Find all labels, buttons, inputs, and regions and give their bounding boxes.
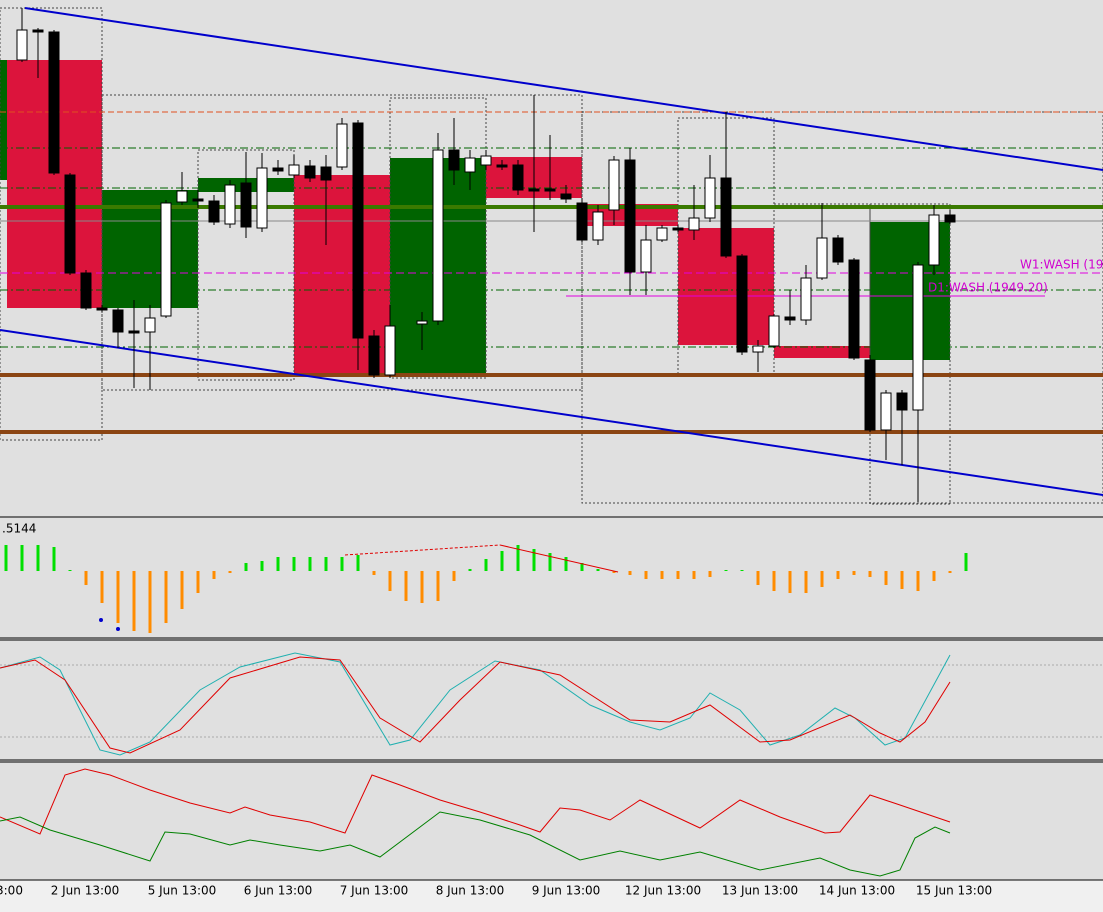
candle-body: [160, 202, 172, 317]
time-label: 5 Jun 13:00: [148, 884, 217, 898]
indicator-line: [0, 768, 951, 835]
candle-body: [704, 177, 716, 219]
candle-body: [944, 214, 956, 223]
candle-body: [832, 237, 844, 263]
time-label: 13 Jun 13:00: [722, 884, 798, 898]
time-label: 8 Jun 13:00: [436, 884, 505, 898]
time-label: 2 Jun 13:00: [51, 884, 120, 898]
frame: [389, 97, 487, 379]
candle-body: [96, 307, 108, 311]
candle-body: [384, 325, 396, 376]
time-label: 9 Jun 13:00: [532, 884, 601, 898]
candle-body: [336, 123, 348, 168]
frame: [101, 94, 583, 391]
time-axis: [0, 880, 1103, 912]
candle-body: [64, 174, 76, 274]
candle-body: [112, 309, 124, 333]
candle-body: [544, 188, 556, 192]
candle-body: [560, 193, 572, 200]
indicator-value: .5144: [2, 522, 36, 536]
zone: [774, 346, 870, 358]
candle-body: [848, 259, 860, 359]
candle-body: [880, 392, 892, 431]
candle-body: [48, 31, 60, 174]
candle-body: [448, 149, 460, 171]
candle-body: [896, 392, 908, 411]
time-label: 3:00: [0, 884, 23, 898]
frame: [197, 149, 295, 381]
level-label: W1:WASH (19: [1020, 258, 1103, 272]
time-label: 12 Jun 13:00: [625, 884, 701, 898]
candle-body: [272, 167, 284, 172]
candle-body: [640, 239, 652, 273]
candle-body: [224, 184, 236, 225]
time-label: 14 Jun 13:00: [819, 884, 895, 898]
candle-body: [768, 315, 780, 347]
signal-dot: [99, 618, 103, 622]
candle-body: [480, 155, 492, 166]
candle-body: [928, 214, 940, 266]
candle-body: [352, 122, 364, 339]
candle-body: [800, 277, 812, 321]
candle-body: [912, 264, 924, 411]
trend-arrow: [344, 544, 501, 556]
trend-arrow: [499, 544, 619, 573]
frame: [869, 203, 951, 505]
candle-body: [512, 164, 524, 191]
candle-body: [80, 272, 92, 309]
candle-body: [144, 317, 156, 333]
candle-body: [16, 29, 28, 61]
candle-body: [672, 227, 684, 231]
candle-body: [288, 164, 300, 176]
channel-line: [24, 7, 1103, 171]
indicator-line: [0, 811, 951, 877]
candle-body: [576, 202, 588, 241]
time-label: 6 Jun 13:00: [244, 884, 313, 898]
candle-body: [416, 320, 428, 325]
candle-body: [368, 335, 380, 376]
signal-dot: [116, 627, 120, 631]
time-label: 15 Jun 13:00: [916, 884, 992, 898]
candle-body: [720, 177, 732, 257]
candle-body: [864, 359, 876, 431]
level-label: D1:WASH (1949.20): [928, 281, 1048, 295]
candle-body: [176, 190, 188, 203]
candle-body: [432, 149, 444, 322]
candle-body: [304, 165, 316, 179]
candle-body: [736, 255, 748, 353]
candle-body: [608, 159, 620, 211]
candle-body: [592, 211, 604, 241]
zone: [102, 190, 198, 308]
candle-body: [496, 164, 508, 168]
time-label: 7 Jun 13:00: [340, 884, 409, 898]
candle-body: [624, 159, 636, 273]
zone: [0, 60, 7, 180]
candle-body: [688, 217, 700, 231]
candle-body: [528, 188, 540, 192]
candle-body: [240, 182, 252, 228]
candle-body: [128, 330, 140, 334]
candle-body: [32, 29, 44, 33]
channel-line: [0, 329, 1103, 496]
candle-body: [320, 166, 332, 181]
candle-body: [208, 200, 220, 223]
candle-body: [816, 237, 828, 279]
candle-body: [784, 316, 796, 321]
candle-body: [464, 157, 476, 173]
candle-body: [752, 345, 764, 353]
stochastic-signal: [0, 656, 951, 754]
candle-body: [192, 198, 204, 202]
candle-body: [256, 167, 268, 229]
candle-body: [656, 227, 668, 241]
